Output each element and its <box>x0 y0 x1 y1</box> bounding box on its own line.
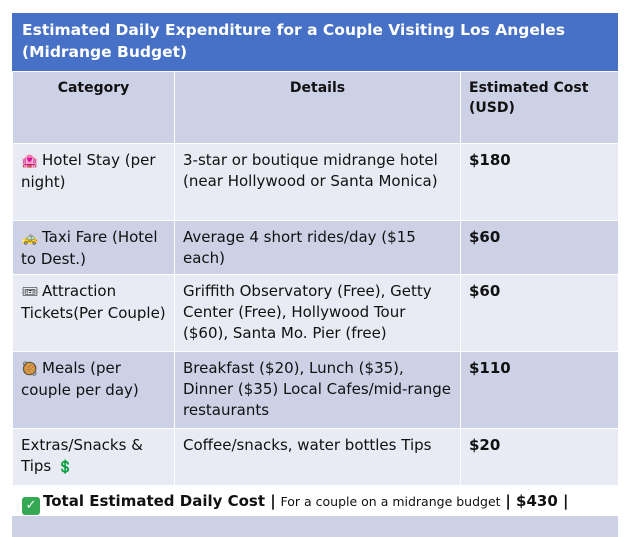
details-cell: Coffee/snacks, water bottles Tips <box>174 428 461 486</box>
category-cell: 🏩 Hotel Stay (per night) <box>12 143 175 221</box>
total-amount: | $430 | <box>505 492 569 510</box>
table-row: 🎟 Attraction Tickets(Per Couple) Griffith… <box>12 274 619 352</box>
expenditure-card: Estimated Daily Expenditure for a Couple… <box>12 13 619 537</box>
category-cell: 🥘 Meals (per couple per day) <box>12 351 175 429</box>
total-footer: ✓ Total Estimated Daily Cost | For a coup… <box>12 486 618 516</box>
total-note: For a couple on a midrange budget <box>280 494 501 509</box>
category-text: Meals (per couple per day) <box>21 359 139 399</box>
meal-icon: 🥘 <box>21 362 39 377</box>
header-cost: Estimated Cost (USD) <box>460 71 619 144</box>
hotel-icon: 🏩 <box>21 154 39 169</box>
dollar-icon: 💲 <box>57 460 74 475</box>
header-row: Category Details Estimated Cost (USD) <box>12 71 619 144</box>
table-row: 🥘 Meals (per couple per day) Breakfast ($… <box>12 351 619 429</box>
ticket-icon: 🎟 <box>21 285 39 300</box>
category-text: Attraction Tickets(Per Couple) <box>21 282 166 322</box>
details-cell: Griffith Observatory (Free), Getty Cente… <box>174 274 461 352</box>
category-text: Extras/Snacks & Tips <box>21 436 143 475</box>
cost-cell: $60 <box>460 274 619 352</box>
table-title: Estimated Daily Expenditure for a Couple… <box>12 13 618 71</box>
category-cell: 🚕 Taxi Fare (Hotel to Dest.) <box>12 220 175 275</box>
cost-cell: $180 <box>460 143 619 221</box>
category-text: Taxi Fare (Hotel to Dest.) <box>21 228 158 268</box>
details-cell: Average 4 short rides/day ($15 each) <box>174 220 461 275</box>
taxi-icon: 🚕 <box>21 231 39 246</box>
cost-cell: $110 <box>460 351 619 429</box>
category-cell: Extras/Snacks & Tips 💲 <box>12 428 175 486</box>
checkmark-icon: ✓ <box>22 497 40 515</box>
table-row: Extras/Snacks & Tips 💲 Coffee/snacks, wat… <box>12 428 619 486</box>
table-row: 🏩 Hotel Stay (per night) 3-star or boutiq… <box>12 143 619 221</box>
cost-cell: $20 <box>460 428 619 486</box>
header-details: Details <box>174 71 461 144</box>
details-cell: Breakfast ($20), Lunch ($35), Dinner ($3… <box>174 351 461 429</box>
category-cell: 🎟 Attraction Tickets(Per Couple) <box>12 274 175 352</box>
cost-cell: $60 <box>460 220 619 275</box>
category-text: Hotel Stay (per night) <box>21 151 156 191</box>
table-row: 🚕 Taxi Fare (Hotel to Dest.) Average 4 sh… <box>12 220 619 275</box>
header-category: Category <box>12 71 175 144</box>
total-label: Total Estimated Daily Cost | <box>43 492 276 510</box>
details-cell: 3-star or boutique midrange hotel (near … <box>174 143 461 221</box>
expenditure-table: Category Details Estimated Cost (USD) 🏩 H… <box>12 71 619 486</box>
